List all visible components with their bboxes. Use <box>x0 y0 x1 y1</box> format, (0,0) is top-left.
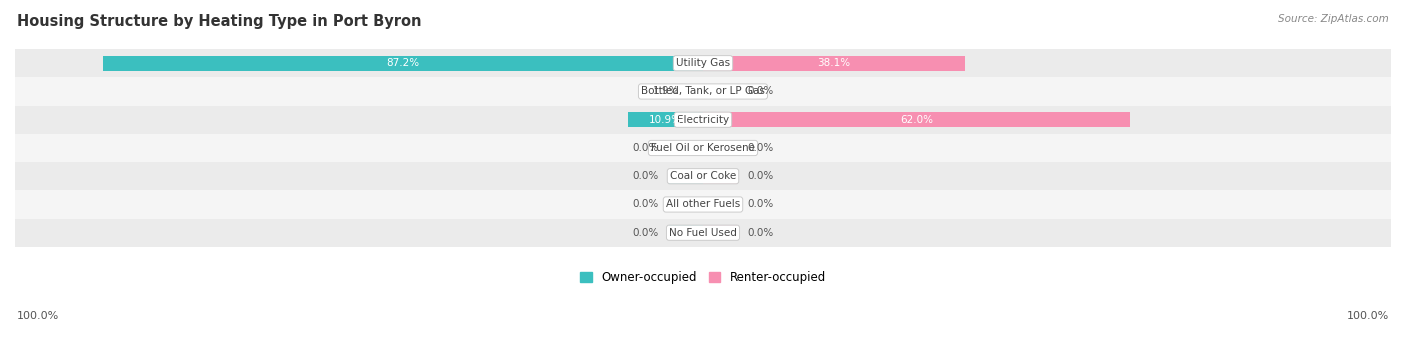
Text: 38.1%: 38.1% <box>817 58 851 68</box>
Bar <box>15 134 1391 162</box>
Text: Fuel Oil or Kerosene: Fuel Oil or Kerosene <box>651 143 755 153</box>
Bar <box>703 56 965 71</box>
Bar <box>669 197 703 212</box>
Bar <box>15 190 1391 219</box>
Bar <box>15 162 1391 190</box>
Bar <box>15 49 1391 77</box>
Text: 10.9%: 10.9% <box>650 115 682 125</box>
Bar <box>15 219 1391 247</box>
Text: 0.0%: 0.0% <box>748 87 773 97</box>
Text: Electricity: Electricity <box>676 115 730 125</box>
Text: Source: ZipAtlas.com: Source: ZipAtlas.com <box>1278 14 1389 24</box>
Text: 0.0%: 0.0% <box>633 199 658 209</box>
Bar <box>15 77 1391 106</box>
Bar <box>669 140 703 155</box>
Text: Housing Structure by Heating Type in Port Byron: Housing Structure by Heating Type in Por… <box>17 14 422 29</box>
Bar <box>703 169 737 183</box>
Text: Utility Gas: Utility Gas <box>676 58 730 68</box>
Bar <box>103 56 703 71</box>
Bar <box>703 197 737 212</box>
Text: 0.0%: 0.0% <box>748 199 773 209</box>
Bar <box>669 169 703 183</box>
Bar <box>690 84 703 99</box>
Bar <box>628 113 703 127</box>
Bar <box>703 113 1129 127</box>
Text: All other Fuels: All other Fuels <box>666 199 740 209</box>
Text: Coal or Coke: Coal or Coke <box>669 171 737 181</box>
Text: 1.9%: 1.9% <box>652 87 679 97</box>
Bar <box>15 106 1391 134</box>
Text: 100.0%: 100.0% <box>1347 311 1389 321</box>
Text: 0.0%: 0.0% <box>633 228 658 238</box>
Text: 87.2%: 87.2% <box>387 58 419 68</box>
Bar <box>703 140 737 155</box>
Text: 0.0%: 0.0% <box>748 143 773 153</box>
Text: 0.0%: 0.0% <box>748 171 773 181</box>
Text: 0.0%: 0.0% <box>633 171 658 181</box>
Bar <box>669 225 703 240</box>
Text: 0.0%: 0.0% <box>748 228 773 238</box>
Text: 100.0%: 100.0% <box>17 311 59 321</box>
Bar <box>703 225 737 240</box>
Bar <box>703 84 737 99</box>
Text: Bottled, Tank, or LP Gas: Bottled, Tank, or LP Gas <box>641 87 765 97</box>
Legend: Owner-occupied, Renter-occupied: Owner-occupied, Renter-occupied <box>579 271 827 284</box>
Text: 62.0%: 62.0% <box>900 115 932 125</box>
Text: No Fuel Used: No Fuel Used <box>669 228 737 238</box>
Text: 0.0%: 0.0% <box>633 143 658 153</box>
